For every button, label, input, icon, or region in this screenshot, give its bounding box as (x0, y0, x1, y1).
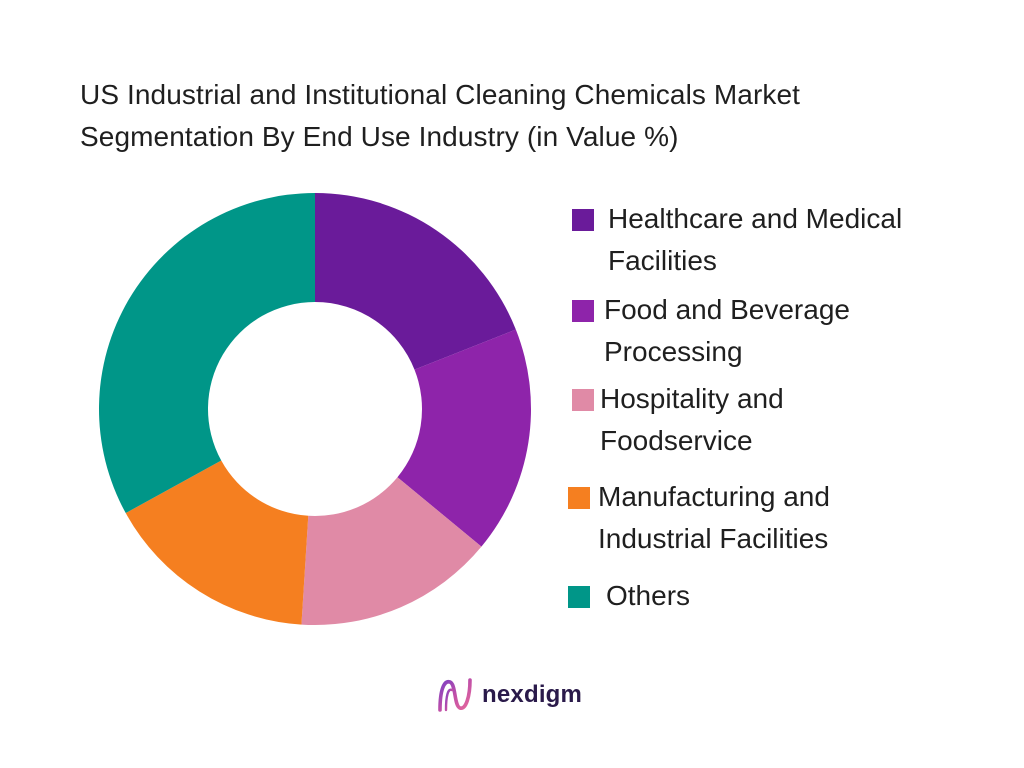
donut-slices (99, 193, 531, 625)
nexdigm-logo-icon (438, 678, 472, 712)
brand-logo: nexdigm (436, 676, 582, 714)
brand-name: nexdigm (482, 681, 583, 708)
chart-title-line-1: US Industrial and Institutional Cleaning… (80, 79, 801, 110)
chart-title-line-2: Segmentation By End Use Industry (in Val… (80, 121, 679, 152)
slice-others (99, 193, 315, 514)
slice-food-beverage (397, 329, 531, 547)
slice-healthcare (315, 193, 516, 370)
slice-manufacturing (125, 460, 309, 625)
slice-hospitality (301, 477, 482, 625)
chart-title: US Industrial and Institutional Cleaning… (80, 74, 980, 158)
